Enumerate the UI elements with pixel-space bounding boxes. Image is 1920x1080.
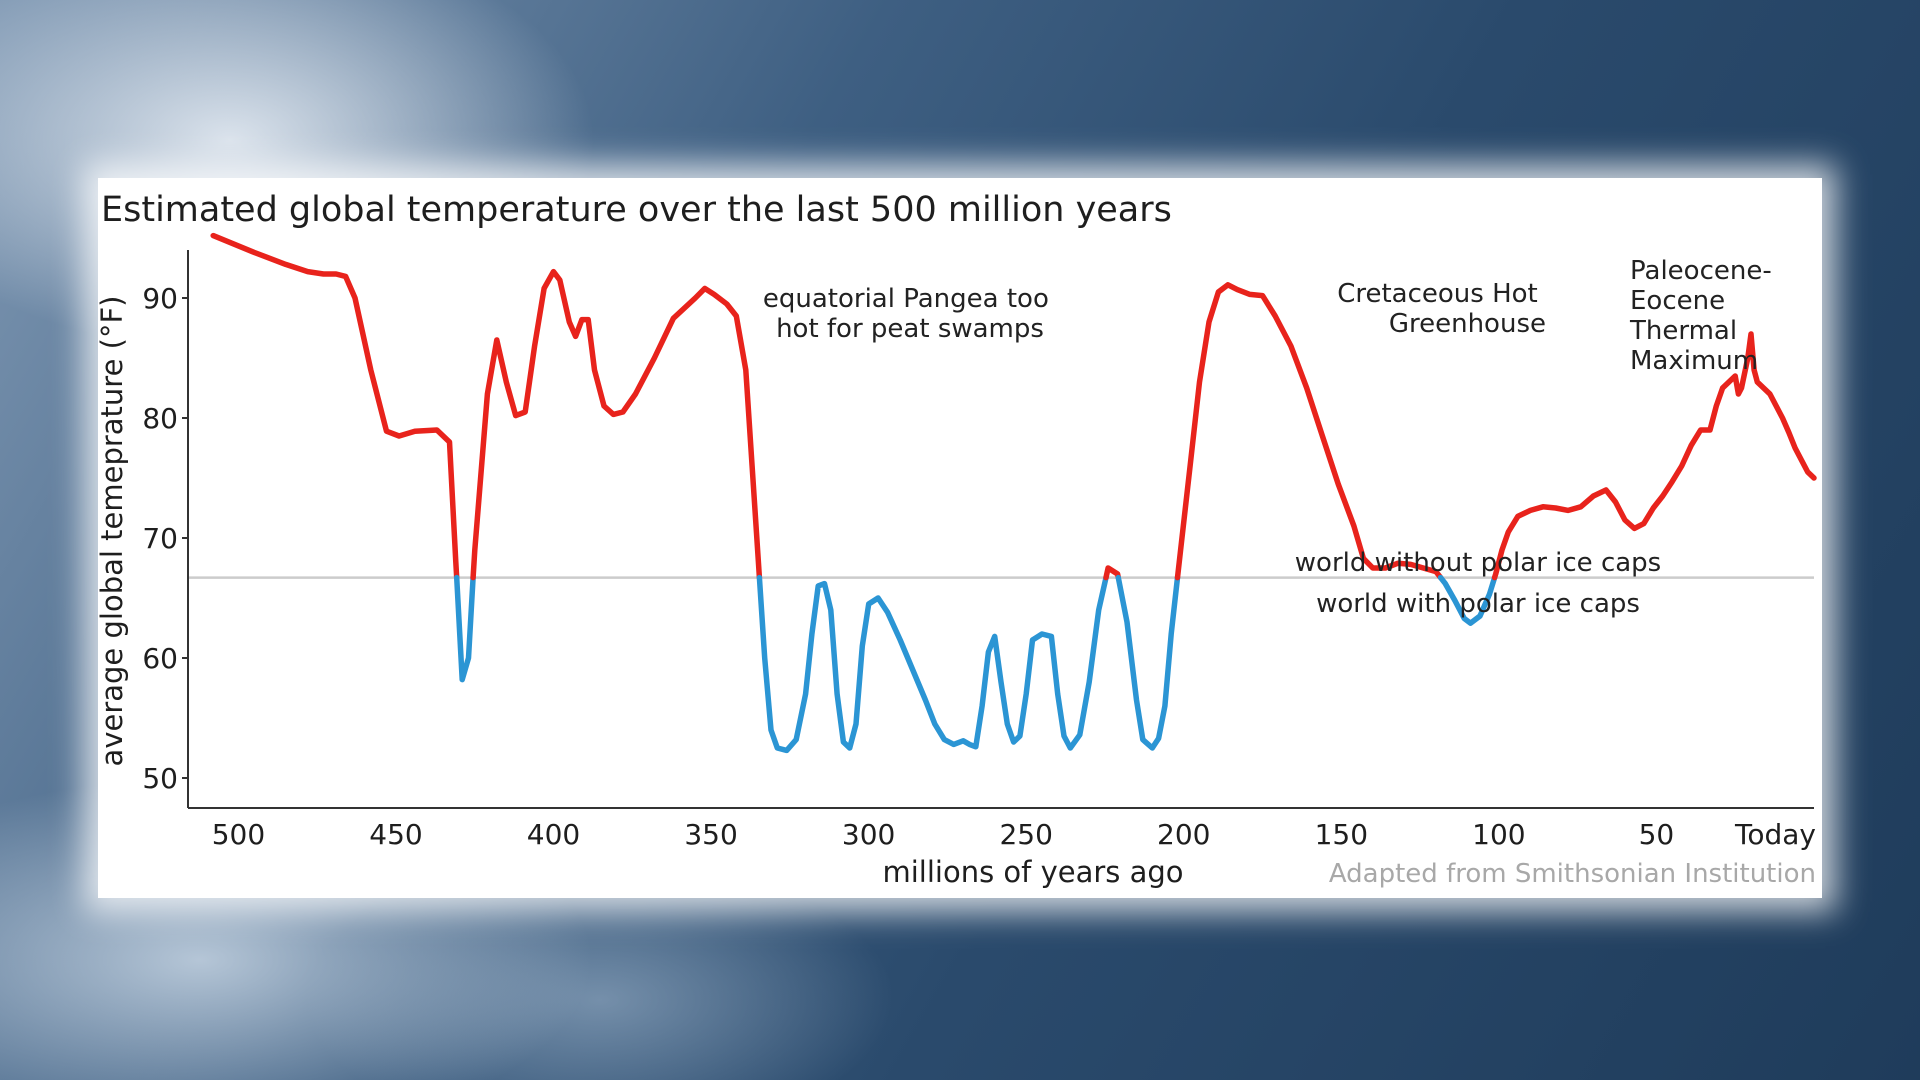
y-tick-label: 90 [142,282,178,315]
temperature-line-cold-5 [1115,574,1181,751]
temperature-line-warm-0 [210,232,460,581]
annotation-cretaceous: Cretaceous Hot Greenhouse [1337,279,1546,339]
temperature-line-warm-2 [470,268,763,581]
temperature-line-cold-3 [756,574,1109,754]
x-axis-label: millions of years ago [882,855,1183,889]
temperature-line-cold-7 [1437,574,1498,626]
x-tick-label: 500 [212,818,265,851]
x-tick-label: 250 [999,818,1052,851]
source-credit: Adapted from Smithsonian Institution [1329,859,1816,889]
temperature-chart: Estimated global temperature over the la… [98,190,1817,889]
chart-title: Estimated global temperature over the la… [101,190,1172,230]
x-tick-label: Today [1734,818,1816,851]
x-tick-label: 150 [1315,818,1368,851]
threshold-label-above: world without polar ice caps [1295,548,1661,578]
x-tick-label: 350 [684,818,737,851]
x-tick-label: 100 [1472,818,1525,851]
chart-panel: Estimated global temperature over the la… [98,178,1822,898]
y-tick-label: 60 [142,642,178,675]
y-tick-label: 70 [142,522,178,555]
annotation-petm: Paleocene- Eocene Thermal Maximum [1629,256,1780,376]
y-tick-label: 80 [142,402,178,435]
annotation-pangea: equatorial Pangea too hot for peat swamp… [763,284,1057,344]
x-tick-label: 400 [527,818,580,851]
threshold-label-below: world with polar ice caps [1316,589,1640,619]
x-tick-label: 450 [369,818,422,851]
temperature-line-cold-1 [453,574,476,683]
temperature-line-warm-6 [1174,282,1444,581]
x-tick-label: 300 [842,818,895,851]
y-axis-label: average global temeprature (°F) [98,296,129,767]
x-tick-label: 200 [1157,818,1210,851]
x-tick-label: 50 [1639,818,1675,851]
temperature-line-warm-8 [1491,331,1817,581]
y-tick-label: 50 [142,762,178,795]
